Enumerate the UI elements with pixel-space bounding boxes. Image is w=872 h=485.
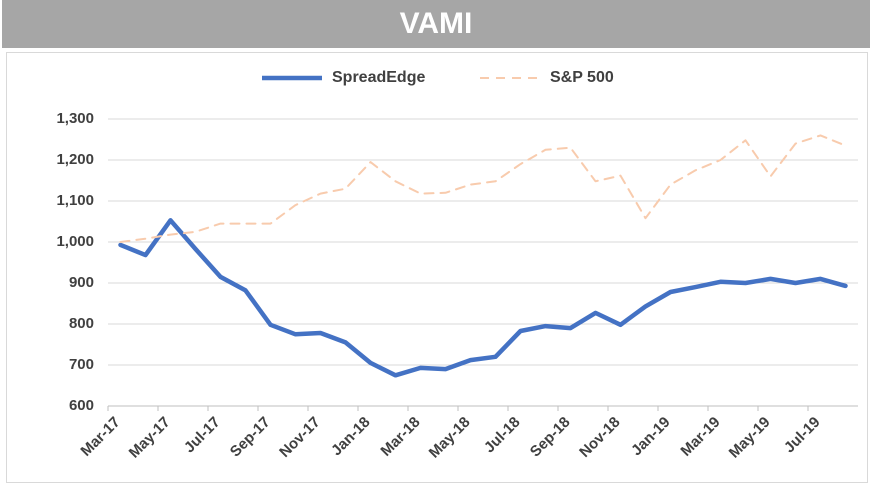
x-tick-label: Nov-17 xyxy=(276,414,323,461)
y-tick-label: 1,200 xyxy=(56,151,94,168)
x-tick-label: May-19 xyxy=(726,414,774,462)
chart-border xyxy=(6,52,868,483)
x-tick-label: May-17 xyxy=(126,414,174,462)
x-tick-label: Jul-17 xyxy=(181,414,224,457)
title-bar xyxy=(2,0,870,48)
legend-label: SpreadEdge xyxy=(332,69,425,86)
x-tick-label: Mar-19 xyxy=(677,414,723,460)
x-tick-label: May-18 xyxy=(426,414,474,462)
x-tick-label: Mar-18 xyxy=(377,414,423,460)
x-tick-label: Jan-19 xyxy=(628,414,674,460)
x-tick-label: Sep-18 xyxy=(527,414,574,461)
series-line xyxy=(118,218,848,378)
series-line xyxy=(119,134,847,243)
y-tick-label: 900 xyxy=(69,274,94,291)
chart-title: VAMI xyxy=(400,7,473,40)
x-tick-label: Jan-18 xyxy=(328,414,374,460)
y-tick-label: 600 xyxy=(69,397,94,414)
legend-label: S&P 500 xyxy=(550,69,614,86)
y-tick-label: 700 xyxy=(69,356,94,373)
x-tick-label: Nov-18 xyxy=(576,414,623,461)
y-tick-label: 1,000 xyxy=(56,233,94,250)
x-tick-label: Jul-18 xyxy=(481,414,524,457)
x-tick-label: Jul-19 xyxy=(781,414,824,457)
x-tick-label: Mar-17 xyxy=(77,414,123,460)
y-tick-label: 1,300 xyxy=(56,110,94,127)
y-tick-label: 1,100 xyxy=(56,192,94,209)
x-tick-label: Sep-17 xyxy=(227,414,274,461)
y-tick-label: 800 xyxy=(69,315,94,332)
